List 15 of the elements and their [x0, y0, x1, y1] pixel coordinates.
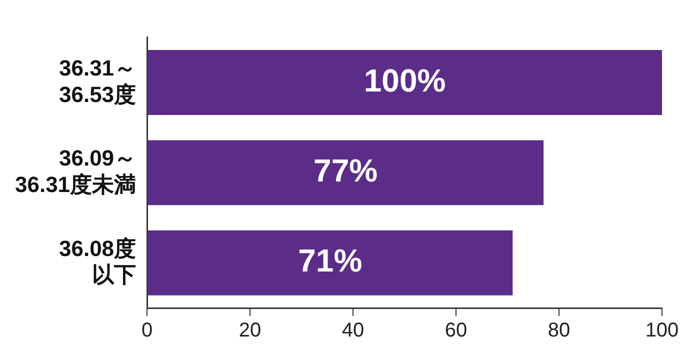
y-tick-label: 36.08度以下: [58, 236, 136, 288]
x-tick-label: 100: [645, 320, 679, 342]
bar: [148, 140, 544, 206]
x-tick-label: 80: [548, 320, 570, 342]
bar: [148, 50, 662, 115]
x-tick-label: 20: [238, 320, 262, 342]
bar: [148, 230, 513, 296]
data-label: 71%: [298, 242, 362, 279]
x-tick-label: 60: [444, 320, 468, 342]
data-label: 77%: [314, 152, 378, 189]
y-tick-label: 36.09～36.31度未満: [14, 146, 136, 197]
x-tick-label: 0: [141, 320, 153, 342]
data-label: 100%: [364, 62, 446, 98]
y-tick-label: 36.31～36.53度: [58, 55, 136, 107]
x-tick-label: 40: [342, 320, 364, 342]
